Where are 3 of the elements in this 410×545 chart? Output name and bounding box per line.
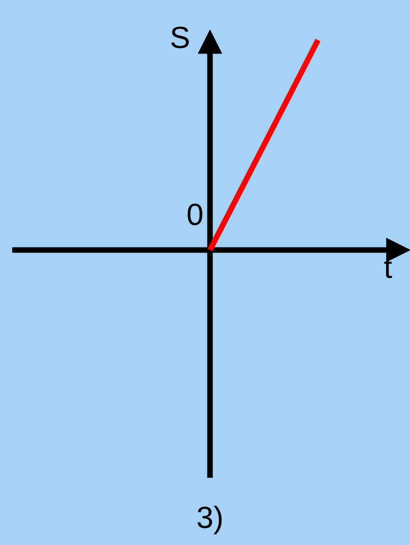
- text: 3): [198, 506, 222, 534]
- annotation: 0: [188, 204, 202, 226]
- y-axis-title: S: [171, 26, 189, 48]
